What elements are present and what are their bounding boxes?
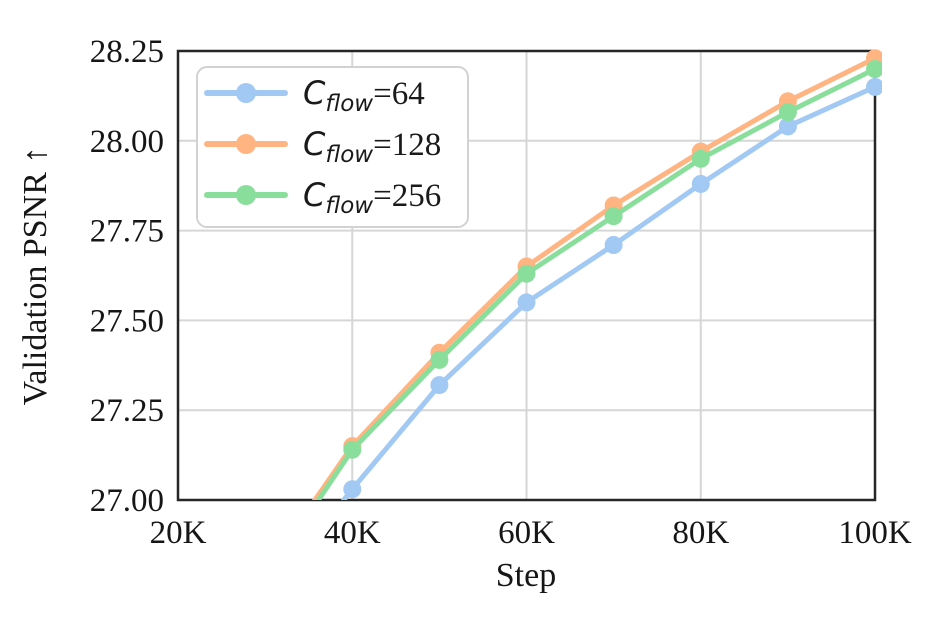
series-line-c-flow-128 (311, 55, 878, 500)
x-tick-label: 80K (672, 515, 729, 551)
y-tick-label: 27.00 (90, 483, 164, 519)
data-point-c-flow-256 (343, 440, 362, 459)
data-point-c-flow-256 (691, 149, 710, 168)
y-tick-label: 28.25 (90, 34, 164, 70)
legend-label: Cflow=256 (303, 176, 441, 219)
data-point-c-flow-64 (778, 117, 797, 136)
y-tick-label: 28.00 (90, 124, 164, 160)
series-line-c-flow-256 (315, 66, 878, 500)
data-point-c-flow-256 (778, 103, 797, 122)
data-point-c-flow-64 (691, 174, 710, 193)
x-tick-label: 60K (498, 515, 555, 551)
legend-sample-marker (236, 83, 256, 103)
legend-entry-c-flow-256: Cflow=256 (204, 176, 441, 219)
legend: Cflow=64 Cflow=128 Cflow=256 (196, 66, 469, 228)
plot-border (176, 49, 877, 502)
data-point-c-flow-64 (256, 592, 274, 610)
data-point-c-flow-64 (866, 77, 882, 96)
data-point-c-flow-256 (866, 60, 882, 78)
x-axis-title: Step (496, 557, 556, 594)
series-layer (256, 49, 882, 610)
x-tick-labels: 20K 40K 60K 80K 100K (150, 515, 912, 551)
x-tick-label: 40K (324, 515, 381, 551)
legend-sample-marker (236, 134, 256, 154)
y-tick-label: 27.25 (90, 393, 164, 429)
legend-label: Cflow=64 (303, 74, 425, 117)
data-point-c-flow-128 (256, 563, 274, 581)
legend-label: Cflow=128 (303, 125, 441, 168)
y-tick-label: 27.75 (90, 214, 164, 250)
data-point-c-flow-256 (604, 207, 623, 226)
data-point-c-flow-64 (430, 376, 449, 395)
x-tick-label: 100K (838, 515, 912, 551)
legend-entry-c-flow-64: Cflow=64 (204, 74, 425, 117)
y-axis-title: Validation PSNR ↑ (17, 147, 54, 406)
series-line-c-flow-64 (340, 84, 878, 500)
data-point-c-flow-64 (343, 480, 362, 499)
data-point-c-flow-256 (517, 264, 536, 283)
y-tick-labels: 27.00 27.25 27.50 27.75 28.00 28.25 (90, 34, 164, 519)
data-point-c-flow-256 (430, 350, 449, 369)
x-tick-label: 20K (150, 515, 207, 551)
data-point-c-flow-64 (604, 236, 623, 254)
data-point-c-flow-64 (517, 293, 536, 312)
y-tick-label: 27.50 (90, 303, 164, 339)
data-point-c-flow-256 (256, 570, 274, 588)
legend-sample-marker (236, 185, 256, 205)
legend-entry-c-flow-128: Cflow=128 (204, 125, 441, 168)
legend-box (196, 66, 469, 228)
